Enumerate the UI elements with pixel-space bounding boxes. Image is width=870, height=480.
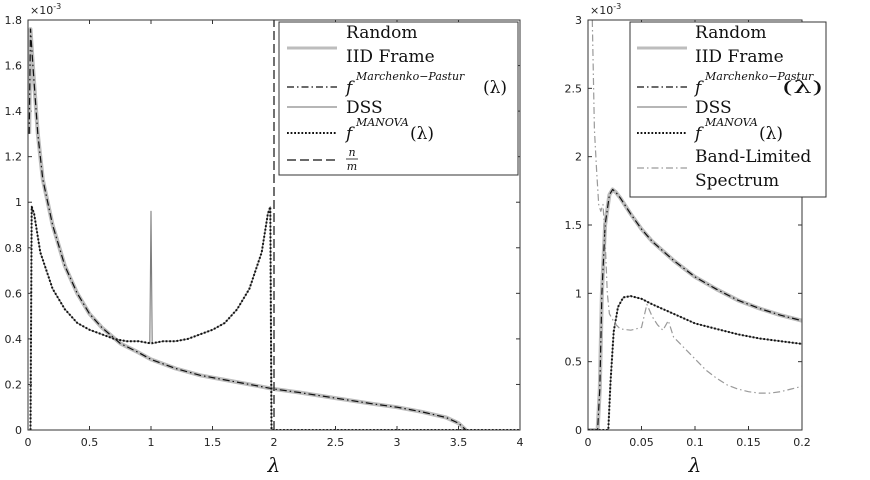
left-legend-mp-label: f Marchenko−Pastur (λ) [344,70,507,98]
left-axes-box [27,19,521,431]
x-tick-label: 1 [148,436,155,449]
x-tick-label: 0.1 [686,436,704,449]
left-panel: 0 0.5 1 1.5 2 2.5 3 3.5 4 0 0.2 0.4 0.6 0.8 1 1.2 1.4 1.6… [5,2,524,477]
right-panel: 0 0.05 0.1 0.15 0.2 0 0.5 1 1.5 2 2.5 3 ×10-3 λ Ran… [565,2,827,477]
y-tick-label: 2.5 [565,82,583,95]
x-tick-label: 2.5 [327,436,345,449]
right-legend-manova-label: f MANOVA (λ) [693,116,783,144]
y-tick-label: 0.6 [5,287,23,300]
y-tick-label: 1.5 [565,219,583,232]
y-tick-label: 1.8 [5,14,23,27]
x-tick-label: 0.15 [736,436,761,449]
y-tick-label: 0.5 [565,356,583,369]
y-tick-label: 3 [575,14,582,27]
y-tick-label: 0 [575,424,582,437]
y-tick-label: 2 [575,151,582,164]
left-legend-ratio-label: n m [346,146,358,173]
x-tick-label: 0.05 [629,436,654,449]
series-line-f-marchenko-pastur [28,28,467,430]
right-series [588,20,802,430]
left-legend-manova-label: f MANOVA (λ) [344,116,434,144]
svg-text:(λ): (λ) [410,124,434,144]
right-x-axis-label: λ [688,453,702,477]
svg-text:f: f [693,124,704,144]
svg-text:f: f [344,124,355,144]
series-line-dss [29,206,273,430]
x-tick-label: 0 [25,436,32,449]
svg-text:f: f [693,78,704,98]
x-tick-label: 1.5 [204,436,222,449]
y-tick-label: 0 [15,424,22,437]
y-tick-label: 0.8 [5,242,23,255]
svg-text:MANOVA: MANOVA [704,116,758,129]
svg-text:f: f [344,78,355,98]
series-line-random-iid-frame [588,187,802,430]
right-legend-mp-label: f Marchenko−Pastur (λ) [693,70,823,98]
svg-text:(λ): (λ) [759,124,783,144]
right-legend-dss-label: DSS [695,98,732,118]
svg-text:Marchenko−Pastur: Marchenko−Pastur [704,70,814,83]
left-legend-random-line2: IID Frame [346,47,435,67]
series-line-f-marchenko-pastur [588,188,802,430]
series-line-f-manova [588,295,802,430]
y-tick-label: 1.6 [5,60,23,73]
right-legend-band-line2: Spectrum [695,171,779,191]
y-tick-label: 1.4 [5,105,23,118]
left-exponent-label: ×10-3 [30,2,61,17]
series-line-dss [588,295,802,430]
right-exponent-label: ×10-3 [590,2,621,17]
right-legend: Random IID Frame f Marchenko−Pastur (λ) … [629,21,827,198]
right-legend-band-line1: Band-Limited [695,147,811,167]
x-tick-label: 0 [585,436,592,449]
right-ticks: 0 0.05 0.1 0.15 0.2 0 0.5 1 1.5 2 2.5 3 [565,14,811,449]
x-tick-label: 3.5 [450,436,468,449]
left-series [28,20,520,430]
y-tick-label: 0.2 [5,378,23,391]
x-tick-label: 3 [394,436,401,449]
x-tick-label: 0.5 [81,436,99,449]
svg-text:Marchenko−Pastur: Marchenko−Pastur [355,70,465,83]
y-tick-label: 1.2 [5,151,23,164]
svg-text:MANOVA: MANOVA [355,116,409,129]
x-tick-label: 2 [271,436,278,449]
left-legend: Random IID Frame f Marchenko−Pastur (λ) … [278,21,519,176]
x-tick-label: 0.2 [793,436,811,449]
y-tick-label: 0.4 [5,333,23,346]
left-x-axis-label: λ [267,453,281,477]
x-tick-label: 4 [517,436,524,449]
svg-text:m: m [347,160,357,173]
right-legend-random-line1: Random [695,23,767,43]
right-legend-random-line2: IID Frame [695,47,784,67]
right-axes-box [587,19,803,431]
svg-text:n: n [348,146,355,159]
left-legend-dss-label: DSS [346,98,383,118]
left-legend-box [278,21,519,176]
left-ticks: 0 0.5 1 1.5 2 2.5 3 3.5 4 0 0.2 0.4 0.6 0.8 1 1.2 1.4 1.6… [5,14,524,449]
left-legend-random-line1: Random [346,23,418,43]
series-line-band-limited-spectrum [591,20,802,394]
series-line-f-manova [29,205,520,430]
y-tick-label: 1 [575,287,582,300]
svg-text:(λ): (λ) [483,78,507,98]
svg-text:(λ): (λ) [782,78,823,98]
y-tick-label: 1 [15,196,22,209]
